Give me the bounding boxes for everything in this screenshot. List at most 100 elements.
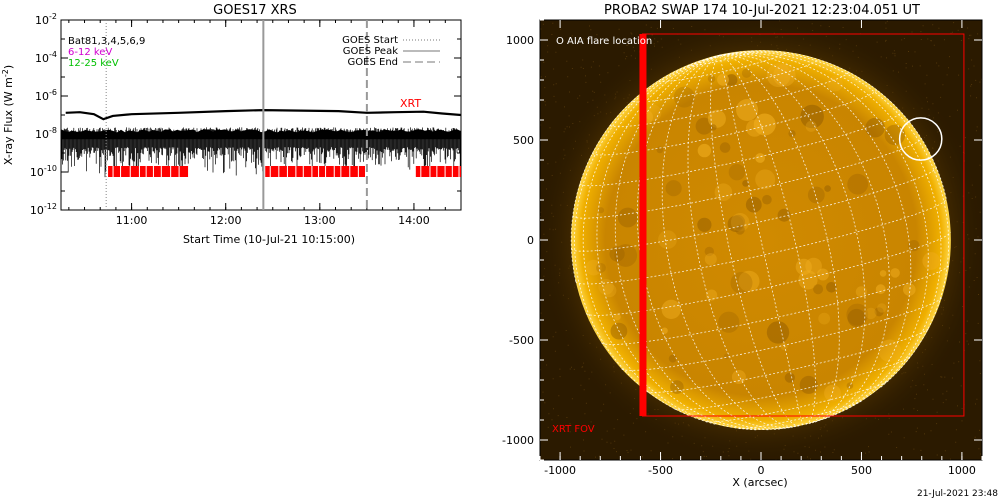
noise-band (61, 127, 461, 178)
surface-patch (707, 109, 726, 128)
surface-patch (704, 253, 717, 266)
surface-patch (798, 270, 818, 290)
latitude-line (592, 89, 877, 156)
surface-patch (780, 343, 788, 351)
surface-patch (827, 75, 843, 92)
surface-patch (865, 307, 877, 320)
surface-patch (813, 284, 824, 295)
surface-patch (731, 370, 746, 384)
latitude-line (658, 52, 786, 82)
surface-patch (719, 142, 731, 153)
surface-patch (805, 257, 822, 275)
surface-patch (742, 180, 749, 187)
surface-patch (668, 354, 677, 363)
surface-patch (658, 230, 677, 250)
latitude-line (579, 111, 902, 187)
surface-patch (824, 384, 841, 402)
x-tick-label: 0 (758, 464, 765, 477)
surface-patch (706, 289, 718, 301)
surface-patch (908, 240, 920, 252)
surface-patch (745, 196, 762, 213)
solar-surface-features (585, 63, 941, 402)
y-tick-label: 1000 (506, 34, 534, 47)
goes-x-axis-label: Start Time (10-Jul-21 10:15:00) (183, 233, 355, 246)
surface-patch (865, 117, 885, 138)
line-legend-entry: GOES End (348, 57, 398, 68)
surface-patch (718, 311, 740, 333)
surface-patch (717, 73, 729, 86)
y-tick-label: 10-4 (35, 50, 57, 65)
surface-patch (755, 153, 765, 163)
goes-xrs-panel: GOES17 XRS 11:00 12:00 13:00 14:00 10-12 10-1… (1, 3, 462, 246)
surface-patch (755, 169, 776, 190)
y-tick-label: 10-12 (30, 202, 57, 217)
x-tick-label: 13:00 (304, 214, 336, 227)
y-tick-label: 0 (527, 234, 534, 247)
latitude-line (571, 167, 937, 252)
surface-patch (710, 124, 717, 131)
energy-legend-entry: Bat81,3,4,5,6,9 (68, 36, 145, 47)
surface-patch (826, 282, 837, 293)
y-tick-label: 10-6 (35, 88, 57, 103)
surface-patch (807, 186, 825, 204)
y-tick-label: 10-10 (30, 164, 57, 179)
surface-patch (773, 64, 796, 87)
longitude-line (719, 55, 803, 426)
swap-chart-title: PROBA2 SWAP 174 10-Jul-2021 12:23:04.051… (604, 3, 920, 18)
surface-patch (762, 194, 772, 205)
surface-patch (800, 104, 824, 129)
surface-patch (602, 283, 617, 298)
surface-patch (661, 327, 668, 334)
x-tick-label: -500 (648, 464, 673, 477)
latitude-line (601, 264, 950, 345)
goes-event-markers (105, 20, 368, 210)
surface-patch (661, 299, 681, 319)
x-tick-label: 14:00 (398, 214, 430, 227)
noise-band-core (61, 129, 461, 140)
surface-patch (879, 270, 887, 277)
xrt-label: XRT (400, 97, 421, 110)
swap-image-panel: PROBA2 SWAP 174 10-Jul-2021 12:23:04.051… (502, 3, 983, 489)
xrt-fov-label: XRT FOV (552, 424, 595, 435)
xrt-coverage-segment (415, 166, 461, 177)
y-tick-label: 10-8 (35, 126, 57, 141)
longitude-line (661, 54, 793, 429)
surface-patch (735, 225, 745, 235)
longitude-line (719, 52, 929, 416)
surface-patch (903, 283, 916, 296)
x-tick-label: -1000 (544, 464, 576, 477)
surface-patch (846, 382, 854, 390)
surface-patch (614, 313, 621, 321)
surface-patch (730, 213, 750, 232)
line-legend-entry: GOES Peak (343, 46, 398, 57)
surface-patch (847, 308, 866, 328)
surface-patch (730, 271, 753, 294)
y-tick-label: 500 (513, 134, 534, 147)
surface-patch (847, 173, 869, 195)
swap-x-axis-label: X (arcsec) (732, 476, 787, 489)
surface-patch (890, 268, 900, 278)
latitude-line (575, 198, 947, 285)
longitude-line (687, 54, 796, 428)
surface-patch (877, 303, 887, 313)
goes-chart-title: GOES17 XRS (213, 3, 297, 18)
swap-axis-ticks: -1000 -500 0 500 1000 1000 500 0 -500 -1000 (502, 19, 983, 477)
footer-timestamp: 21-Jul-2021 23:48 (917, 489, 998, 499)
x-tick-label: 1000 (948, 464, 976, 477)
surface-patch (614, 244, 638, 267)
aia-flare-location-circle (898, 117, 943, 161)
x-tick-label: 12:00 (210, 214, 242, 227)
surface-patch (697, 143, 712, 158)
surface-patch (874, 307, 884, 317)
aia-legend: O AIA flare location (556, 36, 652, 47)
surface-patch (585, 259, 602, 276)
surface-patch (665, 180, 682, 197)
surface-patch (714, 183, 733, 201)
surface-patch (922, 252, 941, 270)
goes-axis-ticks: 11:00 12:00 13:00 14:00 10-12 10-10 10-8 10-6 10… (30, 12, 462, 227)
y-tick-label: 10-2 (35, 12, 57, 27)
surface-patch (875, 284, 886, 295)
surface-patch (766, 321, 790, 344)
surface-patch (766, 63, 791, 88)
